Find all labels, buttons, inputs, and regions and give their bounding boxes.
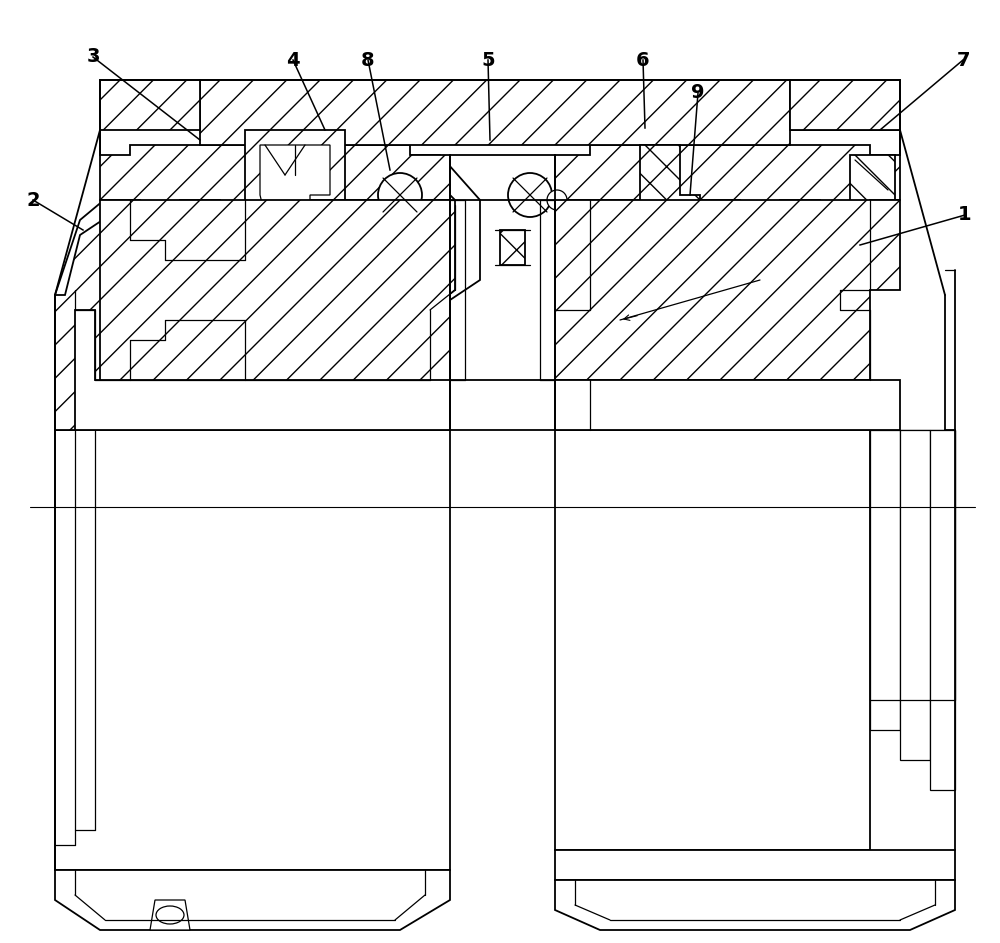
Polygon shape [245,130,345,215]
Text: 1: 1 [958,206,972,224]
Polygon shape [100,200,450,380]
Circle shape [547,190,567,210]
Polygon shape [900,430,930,760]
Polygon shape [555,430,870,850]
Polygon shape [555,880,955,930]
Text: 7: 7 [956,51,970,70]
Polygon shape [260,145,330,215]
Text: 6: 6 [636,51,650,70]
Polygon shape [200,80,790,145]
Polygon shape [555,850,955,880]
Polygon shape [150,900,190,930]
Polygon shape [555,380,900,430]
Polygon shape [555,130,900,220]
Polygon shape [930,430,955,790]
Polygon shape [555,200,900,380]
Polygon shape [850,155,895,215]
Polygon shape [870,430,955,700]
Polygon shape [100,80,200,130]
Polygon shape [500,230,525,265]
Text: 2: 2 [26,190,40,209]
Text: 8: 8 [361,51,375,70]
Polygon shape [870,430,900,730]
Circle shape [508,173,552,217]
Polygon shape [55,870,450,930]
Text: 3: 3 [86,47,100,67]
Polygon shape [640,145,700,210]
Text: 9: 9 [691,84,705,103]
Polygon shape [55,155,480,430]
Ellipse shape [156,906,184,924]
Text: 5: 5 [481,51,495,70]
Polygon shape [55,430,450,870]
Circle shape [378,173,422,217]
Text: 4: 4 [286,51,300,70]
Polygon shape [100,130,450,220]
Polygon shape [790,80,900,130]
Polygon shape [55,175,455,430]
